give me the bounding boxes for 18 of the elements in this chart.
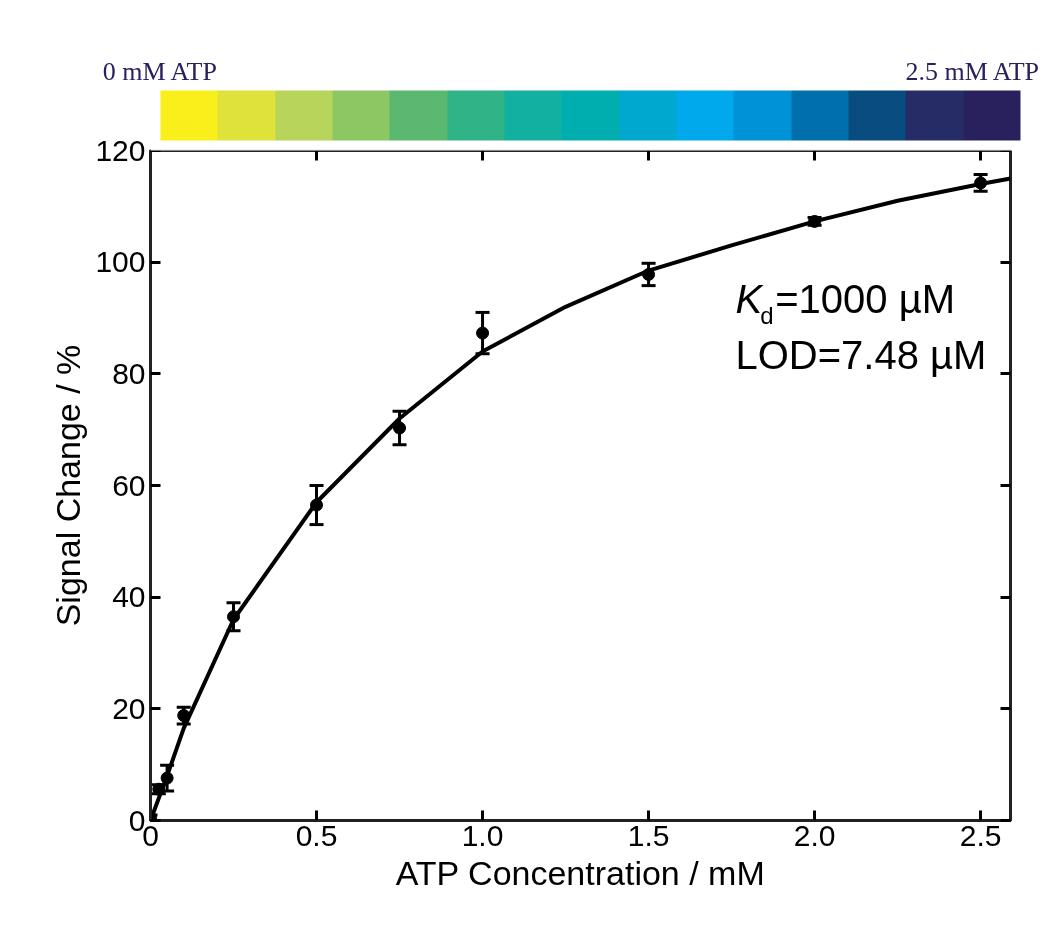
- x-tick-label: 2.5: [959, 818, 1002, 852]
- color-bar-label: 2.5 mM ATP: [905, 56, 1040, 86]
- annotation: LOD=7.48 µM: [735, 332, 987, 377]
- x-tick-label: 2.0: [793, 818, 836, 852]
- point: [393, 421, 407, 435]
- y-axis-title: Signal Change / %: [49, 344, 88, 627]
- y-tick-label: 120: [95, 133, 146, 167]
- y-tick-label: 60: [112, 468, 146, 502]
- y-tick-label: 100: [95, 245, 146, 279]
- x-tick-label: 1.5: [627, 818, 670, 852]
- x-tick-label: 1.0: [461, 818, 504, 852]
- y-tick-label: 80: [112, 356, 146, 390]
- point: [476, 326, 490, 340]
- y-tick-label: 20: [112, 691, 146, 725]
- x-axis-title: ATP Concentration / mM: [395, 853, 765, 892]
- color-bar-label: 0 mM ATP: [102, 56, 217, 86]
- y-tick-label: 40: [112, 580, 146, 614]
- x-tick-label: 0.5: [295, 818, 338, 852]
